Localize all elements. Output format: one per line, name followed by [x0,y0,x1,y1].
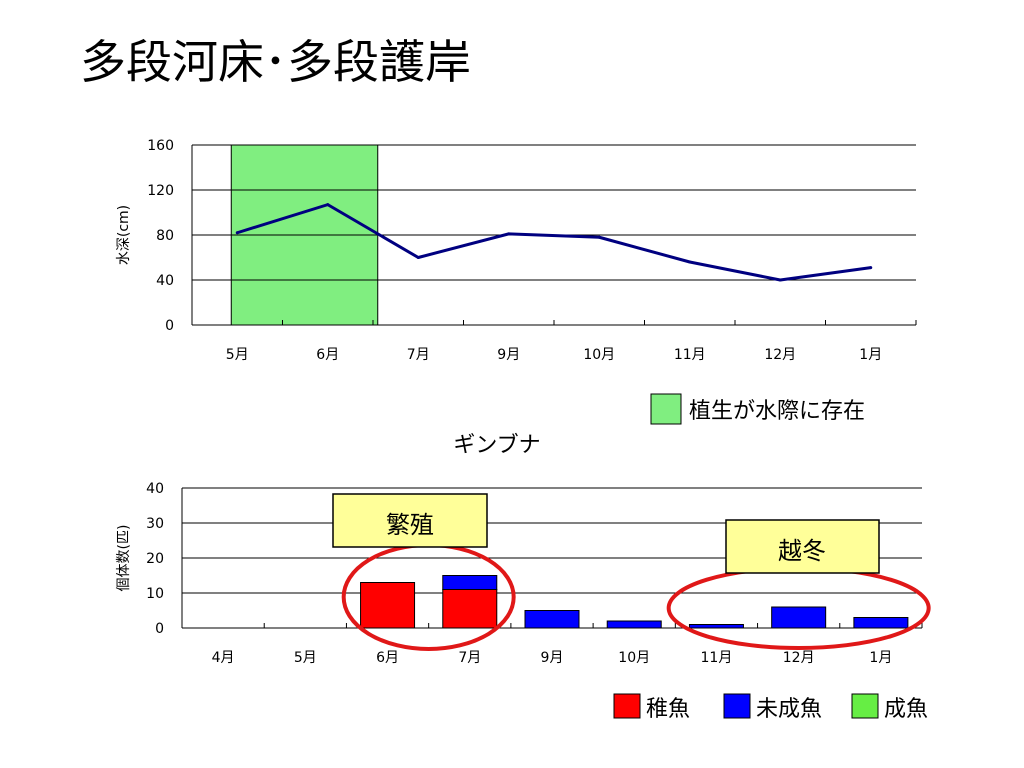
y-tick-label: 160 [147,138,174,154]
y-tick-label: 0 [155,621,164,637]
y-tick-label: 40 [146,481,164,497]
x-tick-label: 6月 [316,347,339,363]
depth-data-point [235,231,239,235]
y-tick-label: 120 [147,183,174,199]
y-axis-label: 水深(cm) [116,205,132,265]
chart-title: ギンブナ [453,433,540,458]
wintering-callout-text: 越冬 [778,537,826,565]
x-tick-label: 10月 [618,650,650,666]
y-tick-label: 0 [165,318,174,334]
x-tick-label: 5月 [226,347,249,363]
bar-未成魚 [688,624,744,629]
y-tick-label: 40 [156,273,174,289]
depth-data-point [507,232,511,236]
y-axis-label: 個体数(匹) [116,525,132,592]
y-tick-label: 30 [146,516,164,532]
depth-data-point [326,203,330,207]
legend-swatch-成魚 [851,693,879,719]
x-tick-label: 5月 [294,650,317,666]
y-tick-label: 20 [146,551,164,567]
x-tick-label: 9月 [497,347,520,363]
bar-稚魚 [442,589,498,629]
bar-未成魚 [771,606,827,629]
x-tick-label: 7月 [458,650,481,666]
depth-data-point [416,256,420,259]
legend-swatch-未成魚 [723,693,751,719]
bar-未成魚 [442,575,498,590]
x-tick-label: 1月 [859,347,882,363]
x-tick-label: 6月 [376,650,399,666]
bar-稚魚 [360,582,416,629]
wintering-callout-box [725,519,880,574]
y-tick-label: 10 [146,586,164,602]
x-tick-label: 12月 [764,347,796,363]
breeding-callout-box [332,493,488,548]
depth-data-point [597,235,601,239]
bar-未成魚 [606,620,662,629]
legend-label-稚魚: 稚魚 [646,697,690,722]
x-tick-label: 11月 [701,650,733,666]
breeding-callout-text: 繁殖 [386,511,434,539]
x-tick-label: 11月 [674,347,706,363]
depth-data-point [688,260,692,264]
bar-未成魚 [524,610,580,629]
slide-title: 多段河床･多段護岸 [80,35,471,89]
x-tick-label: 4月 [212,650,235,666]
legend-label-未成魚: 未成魚 [756,697,822,722]
depth-series-line [236,203,871,282]
x-tick-label: 9月 [541,650,564,666]
bar-未成魚 [853,617,909,629]
depth-data-point [869,266,873,270]
x-tick-label: 7月 [407,347,430,363]
depth-data-point [778,278,782,282]
y-tick-label: 80 [156,228,174,244]
legend-swatch-稚魚 [613,693,641,719]
vegetation-legend-swatch [650,393,682,425]
x-tick-label: 10月 [583,347,615,363]
x-tick-label: 12月 [783,650,815,666]
x-tick-label: 1月 [869,650,892,666]
vegetation-legend-label: 植生が水際に存在 [689,399,865,424]
legend-label-成魚: 成魚 [884,697,928,722]
